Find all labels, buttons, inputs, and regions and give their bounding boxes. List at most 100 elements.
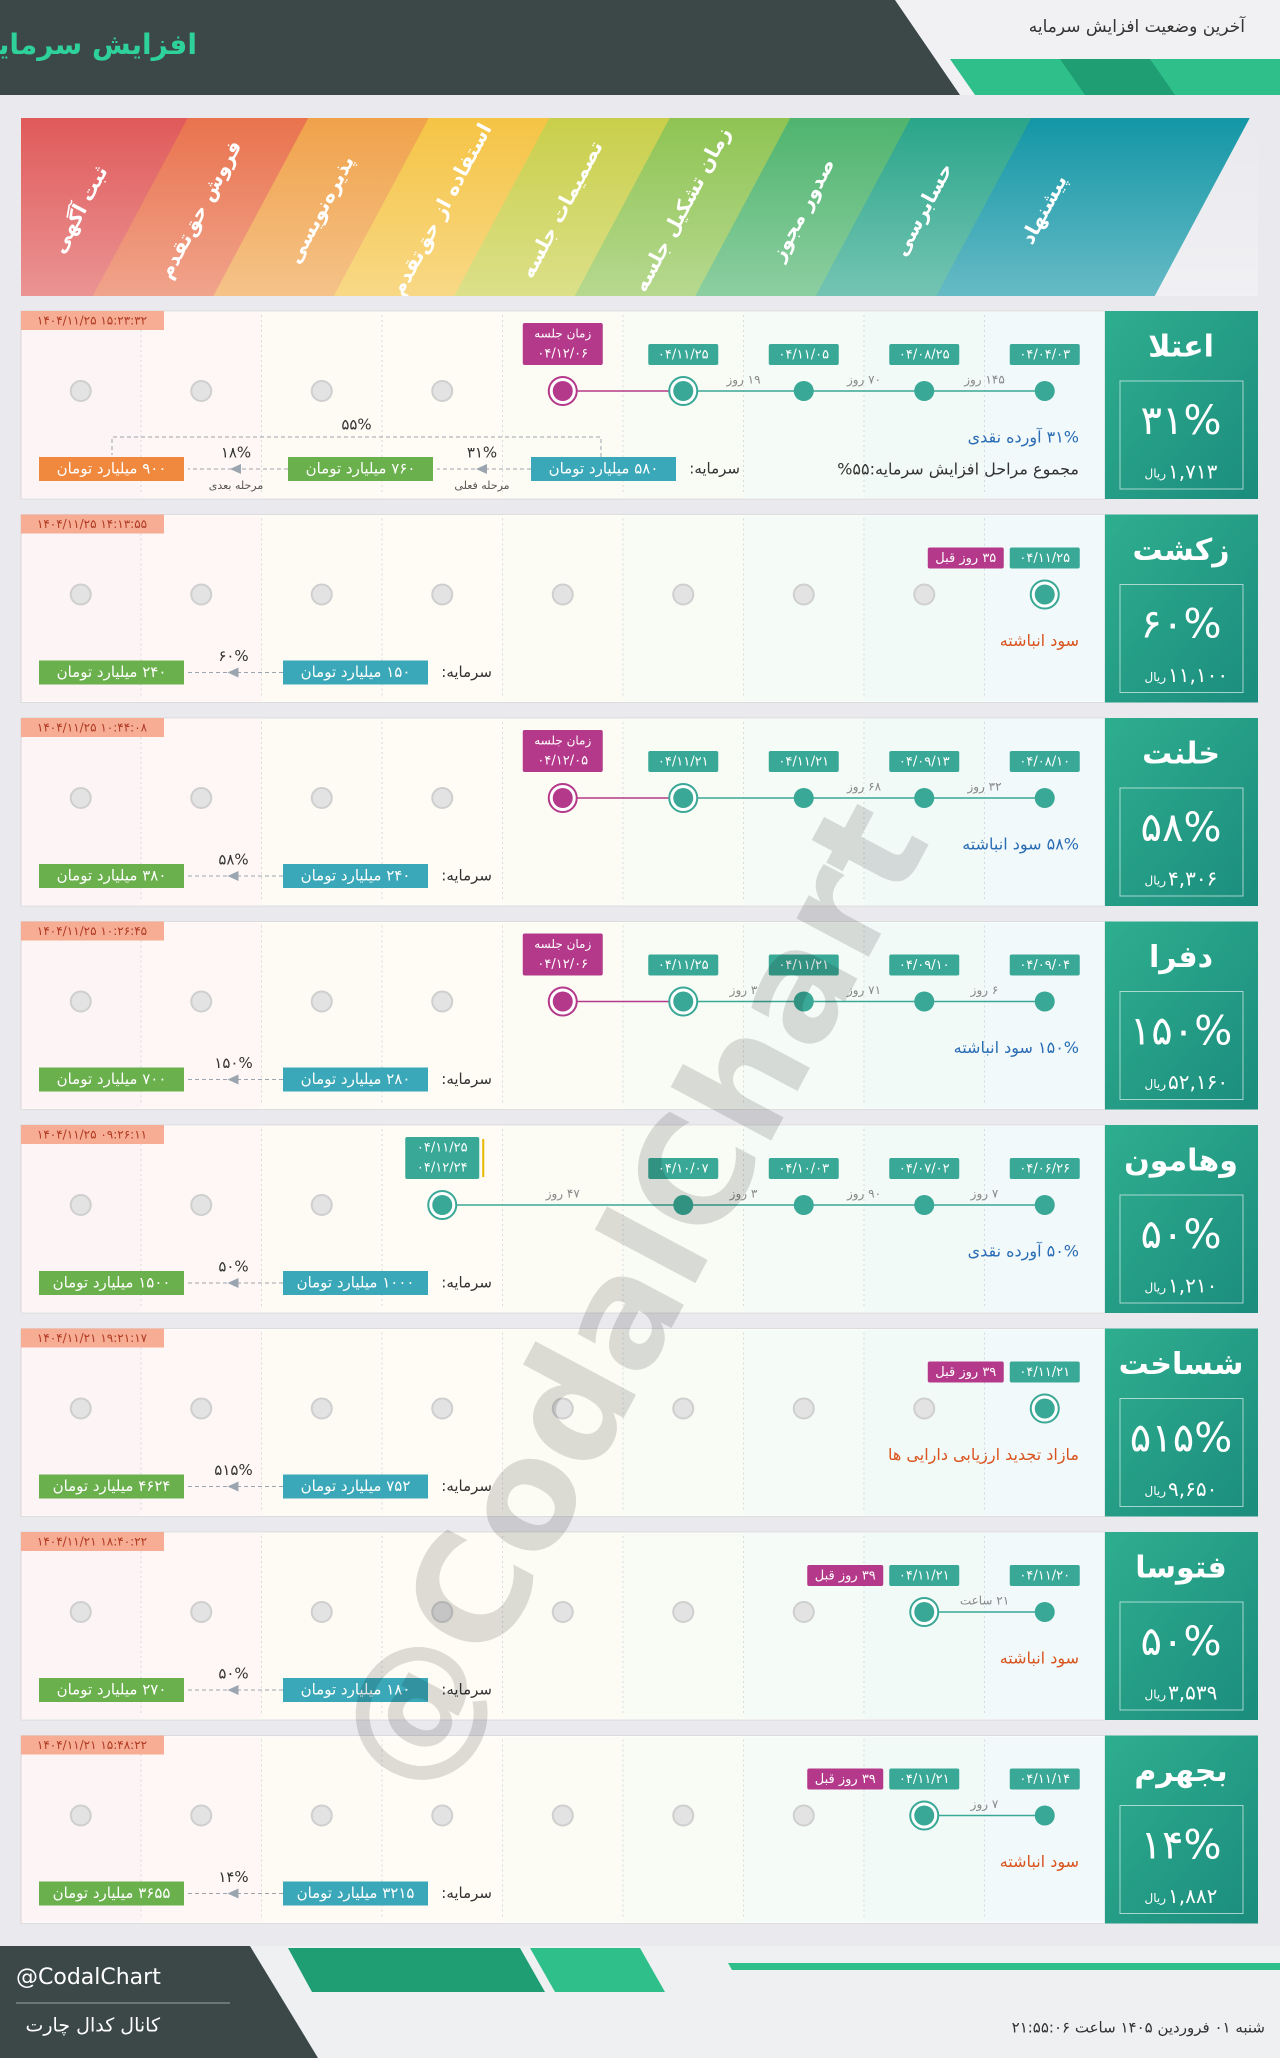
empty-stage (913, 1397, 936, 1420)
name-cell (1105, 1532, 1258, 1720)
company-price: ۴,۳۰۶ (1168, 867, 1217, 891)
timestamp-bg (21, 1735, 164, 1755)
company-name: فتوسا (1135, 1551, 1226, 1586)
column-tint (743, 1329, 864, 1516)
company-percent: ۵۰% (1141, 1619, 1222, 1665)
name-inner (1119, 1194, 1244, 1304)
date-label: ۰۴/۱۲/۰۵ (537, 754, 588, 769)
capital-value: ۵۸۰ میلیارد تومان (549, 460, 659, 478)
empty-stage (310, 1194, 333, 1216)
name-cell (1105, 718, 1258, 906)
empty-stage (792, 1397, 815, 1420)
arrow-head (227, 1685, 239, 1695)
gap-label: ۷۱ روز (846, 983, 881, 998)
column-tint (502, 515, 623, 702)
step-percent: ۱۴% (218, 1868, 248, 1886)
company-name: زکشت (1132, 533, 1229, 568)
node (1034, 381, 1055, 401)
date-label: ۰۴/۰۸/۱۰ (1019, 755, 1070, 770)
node (914, 1805, 935, 1826)
gap-label: ۲۱ ساعت (960, 1594, 1009, 1608)
column-tint (984, 1736, 1105, 1923)
timestamp-bg (21, 1532, 164, 1551)
name-cell (1105, 311, 1258, 499)
date-box (648, 751, 719, 772)
capital-value: ۴۶۲۴ میلیارد تومان (53, 1477, 171, 1495)
date-label: ۰۴/۱۱/۲۱ (778, 755, 829, 770)
description: ۱۵۰% سود انباشته (954, 1038, 1079, 1058)
step-percent: ۶۰% (218, 647, 248, 665)
capital-box (283, 1067, 428, 1092)
ago-label: ۳۹ روز قبل (815, 1772, 876, 1787)
gap-label: ۶ روز (970, 983, 999, 998)
date-label: ۰۴/۱۱/۲۵ (1019, 551, 1070, 566)
description: مازاد تجدید ارزیابی دارایی ها (888, 1445, 1079, 1465)
total-bracket (111, 436, 602, 457)
capital-label: سرمایه: (441, 1070, 492, 1088)
company-name: اعتلا (1148, 330, 1214, 365)
description: ۵۸% سود انباشته (962, 835, 1079, 855)
company-name: شساخت (1119, 1347, 1244, 1382)
currency: ریال (1144, 1688, 1166, 1703)
capital-box (283, 1474, 428, 1499)
column-tint (864, 1329, 985, 1516)
empty-stage (190, 787, 213, 809)
empty-stage (551, 1804, 574, 1827)
column-tint (864, 515, 985, 702)
empty-stage (69, 990, 92, 1013)
capital-value: ۲۴۰ میلیارد تومان (301, 867, 411, 885)
capital-value: ۲۷۰ میلیارد تومان (57, 1681, 167, 1699)
column-tint (984, 719, 1105, 905)
node (673, 788, 694, 808)
footer-date: شنبه ۰۱ فروردین ۱۴۰۵ ساعت ۲۱:۵۵:۰۶ (1012, 2019, 1265, 2037)
name-inner (1119, 1601, 1244, 1711)
column-tint (623, 1126, 744, 1312)
capital-box (39, 1067, 184, 1092)
date-label: ۰۴/۰۸/۲۵ (899, 348, 950, 363)
timestamp: ۱۴۰۴/۱۱/۲۱ ۱۸:۴۰:۲۲ (37, 1535, 147, 1549)
capital-value: ۲۸۰ میلیارد تومان (301, 1070, 411, 1088)
date-label: ۰۴/۱۱/۲۱ (899, 1569, 950, 1584)
date-box (1009, 954, 1080, 976)
date-label: ۰۴/۱۲/۲۴ (417, 1161, 468, 1176)
step-percent: ۳۱% (467, 444, 497, 462)
capital-box (39, 1271, 184, 1295)
ago-label: ۳۹ روز قبل (935, 1365, 996, 1380)
arrow-head (476, 464, 487, 474)
date-label: ۰۴/۱۱/۱۴ (1019, 1772, 1070, 1787)
column-tint (743, 312, 864, 498)
company-percent: ۵۰% (1141, 1212, 1222, 1258)
capital-box (283, 1881, 428, 1906)
node (432, 1195, 453, 1215)
date-box (768, 1158, 839, 1179)
meeting-label: زمان جلسه (534, 734, 591, 749)
node (914, 991, 935, 1012)
date-label: ۰۴/۰۹/۱۳ (899, 755, 950, 770)
description: ۵۰% آورده نقدی (968, 1242, 1079, 1262)
capital-value: ۹۰۰ میلیارد تومان (57, 460, 167, 478)
gap-label: ۷ روز (970, 1187, 999, 1202)
capital-box (39, 457, 184, 481)
capital-label: سرمایه: (441, 663, 492, 681)
gap-label: ۶۸ روز (846, 780, 882, 795)
capital-box (39, 1678, 184, 1702)
capital-label: سرمایه: (441, 1884, 492, 1902)
timestamp: ۱۴۰۴/۱۱/۲۵ ۱۰:۲۶:۴۵ (37, 924, 147, 938)
date-label: ۰۴/۰۴/۰۳ (1019, 348, 1070, 363)
date-box (889, 954, 960, 976)
empty-stage (672, 1804, 695, 1827)
name-inner (1119, 584, 1244, 693)
company-price: ۱۱,۱۰۰ (1168, 663, 1228, 687)
capital-box (283, 1678, 428, 1702)
company-price: ۱,۸۸۲ (1168, 1884, 1217, 1908)
name-inner (1119, 380, 1244, 490)
capital-box (39, 1881, 184, 1906)
empty-stage (431, 583, 454, 606)
step-note: مرحله بعدی (209, 479, 264, 492)
company-percent: ۱۴% (1141, 1823, 1222, 1869)
column-tint (502, 1736, 623, 1923)
ago-badge (807, 1768, 884, 1790)
column-tint (984, 312, 1105, 498)
date-box (889, 751, 960, 772)
